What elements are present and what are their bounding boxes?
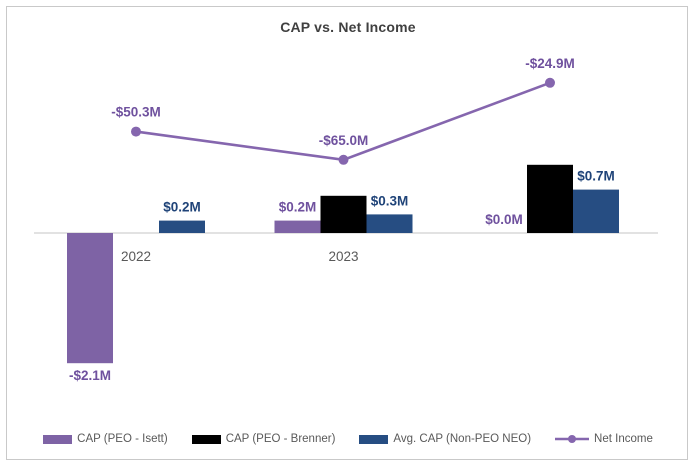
bar-2-1: [366, 214, 413, 233]
bar-0-0: [67, 233, 113, 364]
legend-swatch-icon: [43, 434, 73, 444]
bar-2-0: [159, 220, 205, 233]
legend-label: CAP (PEO - Brenner): [225, 433, 336, 445]
legend-label: Avg. CAP (Non-PEO NEO): [393, 433, 532, 445]
bar-value-label: $0.7M: [577, 169, 615, 184]
legend-item-0: CAP (PEO - Isett): [43, 433, 168, 445]
bar-value-label: -$2.1M: [69, 368, 111, 383]
bar-value-label: $0.2M: [163, 200, 201, 215]
net-income-point: [545, 77, 555, 88]
bar-value-label: $0.2M: [279, 200, 317, 215]
chart-title: CAP vs. Net Income: [280, 19, 416, 35]
legend-item-1: CAP (PEO - Brenner): [191, 433, 336, 445]
net-income-label: -$24.9M: [525, 56, 575, 71]
legend-label: Net Income: [594, 433, 653, 445]
bar-2-2: [573, 189, 619, 233]
legend-item-2: Avg. CAP (Non-PEO NEO): [359, 433, 531, 445]
net-income-line: [135, 81, 551, 162]
bar-1-1: [320, 195, 367, 233]
legend-label: CAP (PEO - Isett): [77, 433, 168, 445]
chart-legend: CAP (PEO - Isett) CAP (PEO - Brenner) Avg.…: [0, 433, 696, 445]
category-label: 2023: [328, 249, 358, 264]
bar-1-2: [527, 164, 573, 233]
legend-swatch-icon: [359, 434, 389, 444]
legend-swatch-icon: [191, 434, 221, 444]
legend-item-3: Net Income: [555, 433, 653, 445]
legend-line-marker-icon: [555, 435, 590, 443]
bar-value-label: $0.3M: [371, 193, 409, 208]
net-income-point: [131, 126, 141, 137]
bar-0-1: [274, 220, 321, 233]
net-income-label: -$65.0M: [319, 133, 369, 148]
net-income-label: -$50.3M: [111, 105, 161, 120]
bar-value-label: $0.0M: [485, 212, 523, 227]
category-label: 2022: [121, 249, 151, 264]
net-income-point: [338, 154, 349, 165]
